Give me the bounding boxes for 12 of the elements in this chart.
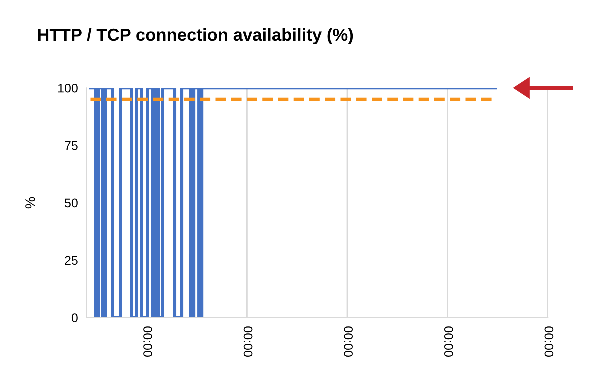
x-tick-label: 00:00: [444, 326, 454, 357]
y-tick-label: 25: [65, 256, 78, 266]
x-tick-label: 00:00: [544, 326, 554, 357]
y-axis-title: %: [26, 197, 36, 209]
chart-title: HTTP / TCP connection availability (%): [38, 28, 354, 45]
y-tick-label: 75: [65, 141, 78, 150]
y-tick-label: 0: [72, 314, 78, 322]
y-tick-label: 100: [58, 84, 78, 93]
y-tick-label: 50: [64, 198, 78, 208]
x-tick-label: 00:00: [144, 326, 152, 357]
x-tick-label: 00:00: [344, 326, 354, 357]
x-tick-label: 00:00: [244, 326, 253, 357]
